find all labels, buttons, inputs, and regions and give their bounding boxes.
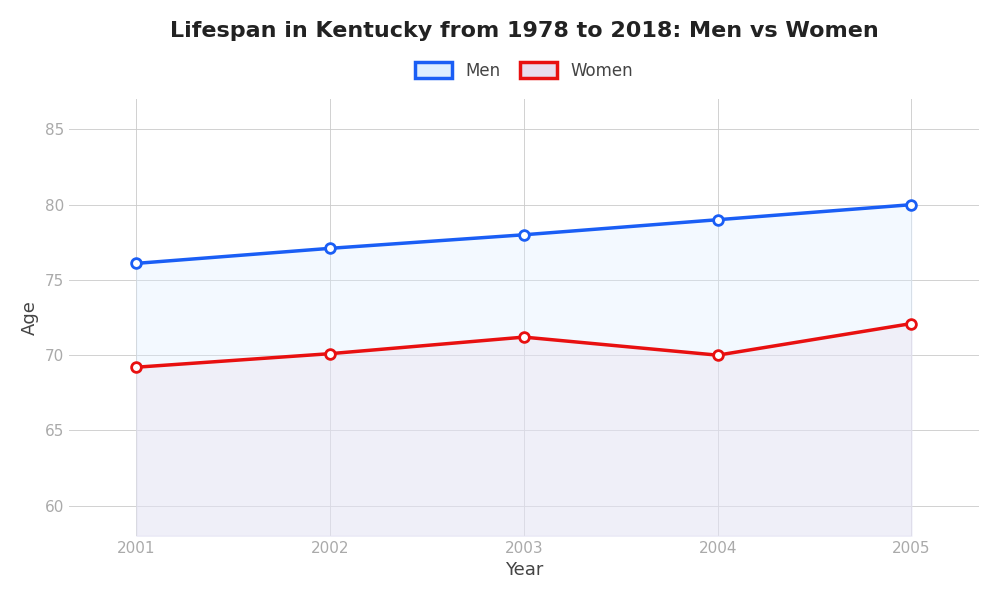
Y-axis label: Age: Age — [21, 300, 39, 335]
Title: Lifespan in Kentucky from 1978 to 2018: Men vs Women: Lifespan in Kentucky from 1978 to 2018: … — [170, 21, 878, 41]
X-axis label: Year: Year — [505, 561, 543, 579]
Legend: Men, Women: Men, Women — [408, 55, 639, 86]
